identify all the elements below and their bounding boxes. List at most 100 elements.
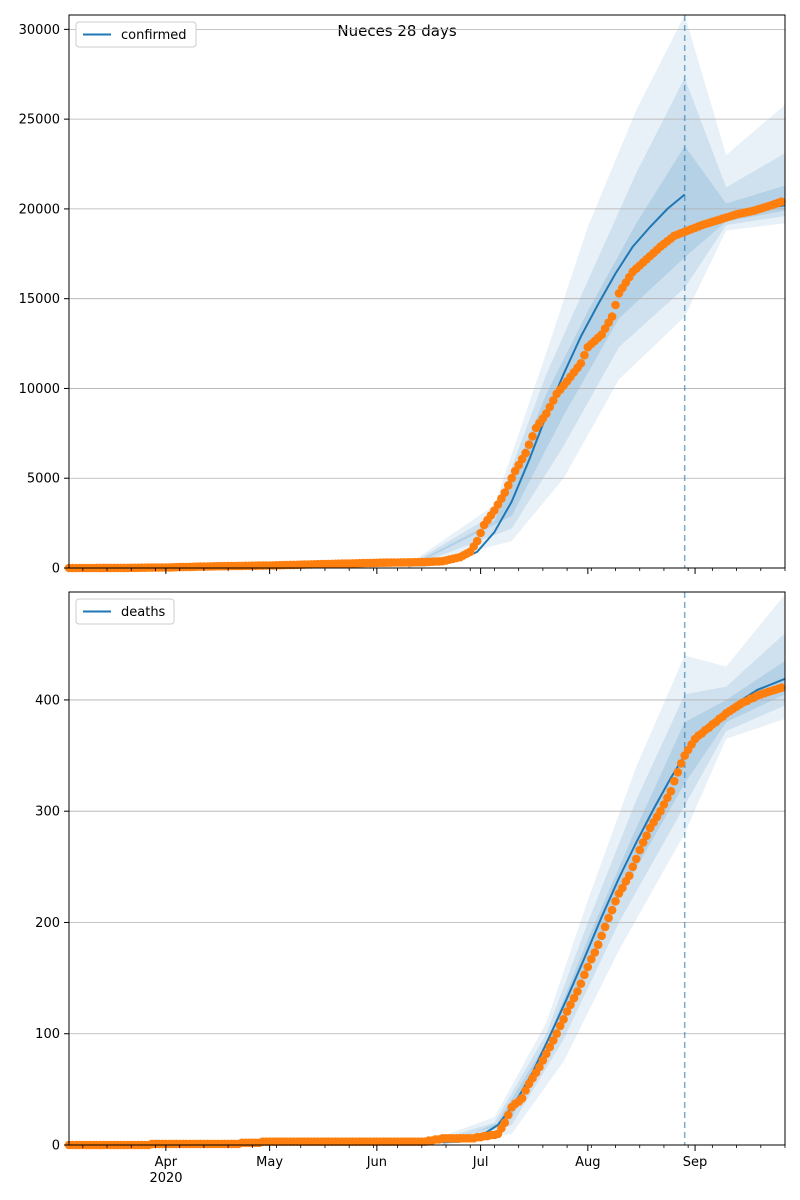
observed-point [618, 883, 627, 893]
observed-point [670, 776, 679, 786]
confidence-band-outer [408, 15, 785, 568]
observed-point [538, 1056, 548, 1065]
observed-point [542, 1049, 551, 1059]
y-tick-label: 300 [35, 805, 60, 820]
observed-point [666, 786, 676, 796]
confidence-band-inner [408, 146, 785, 568]
observed-point [611, 300, 620, 310]
observed-point [600, 922, 610, 932]
observed-point [611, 897, 620, 906]
points-layer [64, 197, 786, 573]
observed-point [573, 987, 582, 996]
bands-layer [408, 15, 785, 569]
observed-point [656, 806, 665, 816]
y-tick-label: 25000 [19, 113, 60, 128]
observed-point [638, 838, 648, 847]
y-tick-label: 0 [52, 562, 60, 577]
observed-point [507, 473, 516, 483]
observed-point [549, 1036, 558, 1045]
observed-point [576, 359, 586, 368]
x-tick-label: Aug [575, 1155, 600, 1170]
observed-point [580, 970, 589, 980]
observed-point [500, 1118, 510, 1127]
observed-point [607, 312, 617, 321]
observed-point [545, 1042, 555, 1052]
legend-box [75, 21, 197, 48]
observed-point [590, 948, 600, 957]
x-tick-label: May [256, 1155, 283, 1170]
y-tick-label: 30000 [19, 23, 60, 38]
observed-point [607, 905, 617, 915]
observed-point [500, 488, 510, 497]
x-tick-label: Jul [472, 1155, 489, 1170]
x-tick-label: Jun [366, 1155, 387, 1170]
observed-point [549, 396, 558, 405]
observed-point [517, 1094, 527, 1103]
observed-point [504, 1110, 513, 1120]
observed-point [659, 800, 669, 809]
observed-point [559, 1015, 568, 1024]
observed-point [542, 409, 551, 418]
y-tick-label: 10000 [19, 382, 60, 397]
observed-point [587, 954, 596, 964]
observed-point [625, 871, 634, 880]
observed-point [604, 913, 613, 923]
x-tick-layer: Apr May Jun Jul Aug Sep [82, 1145, 786, 1170]
confidence-band-middle [408, 77, 785, 569]
observed-point [552, 1029, 561, 1038]
observed-point [777, 683, 786, 692]
observed-point [576, 979, 586, 988]
observed-point [535, 1062, 544, 1072]
legend-label: deaths [121, 605, 166, 620]
observed-point [528, 432, 537, 441]
y-tick-layer: 0 100 200 300 400 [35, 693, 69, 1154]
x-tick-label: Sep [683, 1155, 708, 1170]
observed-point [555, 1021, 565, 1031]
y-tick-label: 400 [35, 693, 60, 708]
observed-point [521, 448, 530, 458]
legend-box [75, 598, 175, 625]
panel-deaths: 0 100 200 300 400 Apr May Jun Jul Aug Sep deaths [35, 591, 786, 1170]
legend: deaths [75, 598, 175, 625]
observed-point [524, 440, 534, 450]
observed-point [521, 1086, 530, 1095]
observed-point [504, 481, 513, 490]
y-tick-label: 0 [52, 1139, 60, 1154]
observed-point [566, 1000, 575, 1010]
observed-point [472, 536, 482, 546]
observed-point [628, 862, 638, 872]
y-tick-label: 5000 [27, 472, 60, 487]
legend-label: confirmed [121, 28, 187, 43]
observed-point [562, 1007, 572, 1016]
points-layer [64, 683, 786, 1150]
observed-point [597, 931, 606, 941]
y-tick-label: 20000 [19, 202, 60, 217]
observed-point [635, 845, 644, 855]
chart-suptitle: Nueces 28 days [337, 22, 456, 40]
observed-point [777, 197, 786, 206]
y-tick-label: 15000 [19, 292, 60, 307]
observed-point [545, 402, 555, 412]
plot-frame [68, 591, 786, 1146]
observed-point [593, 940, 603, 949]
observed-point [676, 759, 686, 768]
plot-frame [68, 14, 786, 569]
observed-point [476, 528, 485, 538]
observed-point [569, 993, 579, 1003]
observed-point [632, 854, 641, 864]
panel-confirmed: 0 5000 10000 15000 20000 25000 30000 confirmed [19, 14, 786, 577]
observed-point [580, 350, 589, 360]
observed-point [642, 831, 651, 840]
observed-point [583, 962, 593, 972]
x-year-label: 2020 [149, 1171, 182, 1186]
legend: confirmed [75, 21, 197, 48]
y-tick-layer: 0 5000 10000 15000 20000 25000 30000 [19, 23, 69, 577]
observed-point [673, 768, 683, 777]
y-tick-label: 200 [35, 916, 60, 931]
x-tick-layer [82, 568, 786, 574]
y-tick-label: 100 [35, 1027, 60, 1042]
x-tick-label: Apr [155, 1155, 178, 1170]
bands-layer [442, 594, 785, 1145]
observed-point [663, 793, 672, 803]
